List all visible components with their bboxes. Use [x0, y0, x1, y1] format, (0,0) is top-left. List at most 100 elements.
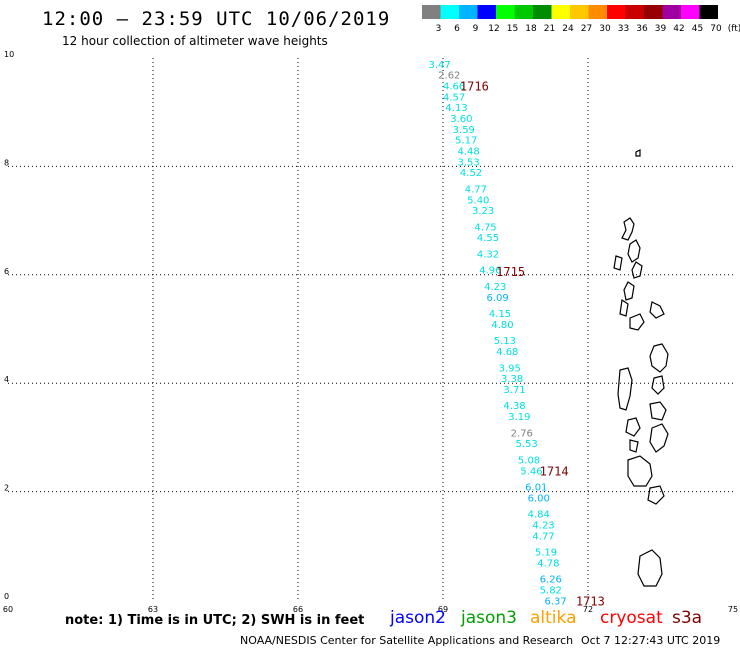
scale-swatch	[625, 5, 644, 19]
scale-label: 42	[673, 24, 684, 34]
swh-value-label: 6.09	[487, 293, 509, 304]
swh-value-label: 5.46	[520, 466, 542, 477]
island-outline	[649, 423, 669, 453]
swh-value-label: 3.59	[453, 125, 475, 136]
island-outline	[637, 549, 663, 587]
swh-value-label: 3.71	[503, 385, 525, 396]
scale-label: 70	[710, 24, 722, 34]
swh-value-label: 4.23	[484, 282, 506, 293]
swh-value-label: 2.62	[438, 71, 460, 82]
swh-value-label: 2.76	[511, 428, 533, 439]
swh-value-label: 4.23	[532, 520, 554, 531]
swh-value-label: 4.48	[458, 146, 480, 157]
swh-value-label: 4.80	[491, 320, 513, 331]
y-tick-label: 4	[4, 375, 9, 384]
swh-value-label: 6.37	[545, 596, 567, 607]
pass-id-label: 1716	[460, 80, 489, 94]
footer-timestamp: Oct 7 12:27:43 UTC 2019	[581, 634, 721, 647]
swh-value-label: 5.53	[516, 439, 538, 450]
coastline-outlines	[613, 149, 669, 587]
scale-label: 30	[599, 24, 611, 34]
island-outline	[627, 239, 641, 263]
swh-value-label: 3.47	[429, 60, 451, 71]
scale-swatch	[477, 5, 496, 19]
pass-id-label: 1715	[496, 265, 525, 279]
swh-value-label: 3.95	[499, 363, 521, 374]
scale-swatch	[514, 5, 533, 19]
island-outline	[651, 375, 665, 395]
scale-swatch	[662, 5, 681, 19]
scale-label: 18	[525, 24, 537, 34]
swh-value-label: 6.00	[528, 493, 550, 504]
swh-value-label: 5.19	[535, 548, 557, 559]
swh-value-label: 4.75	[474, 222, 496, 233]
pass-id-label: 1714	[540, 464, 569, 478]
scale-label: 27	[581, 24, 592, 34]
legend-jason2: jason2	[390, 608, 446, 628]
page-title: 12:00 — 23:59 UTC 10/06/2019	[42, 8, 391, 30]
island-outline	[629, 313, 645, 331]
scale-label: 6	[454, 24, 460, 34]
x-tick-label: 66	[293, 605, 303, 614]
swh-value-label: 5.40	[467, 195, 489, 206]
swh-value-label: 4.84	[528, 510, 550, 521]
x-tick-label: 60	[3, 605, 13, 614]
legend-altika: altika	[530, 608, 577, 628]
island-outline	[649, 401, 667, 421]
swh-value-label: 5.17	[455, 136, 477, 147]
x-tick-label: 72	[583, 605, 593, 614]
footer-source: NOAA/NESDIS Center for Satellite Applica…	[240, 634, 574, 647]
scale-label: 24	[562, 24, 574, 34]
swh-value-label: 6.01	[525, 483, 547, 494]
scale-swatch	[607, 5, 626, 19]
swh-value-label: 4.13	[445, 103, 467, 114]
legend-cryosat: cryosat	[600, 608, 663, 628]
island-outline	[617, 367, 633, 411]
swh-value-label: 4.55	[477, 233, 499, 244]
island-outline	[625, 417, 641, 437]
scale-label: 9	[473, 24, 479, 34]
swh-value-label: 5.13	[494, 336, 516, 347]
y-tick-label: 8	[4, 158, 9, 167]
swh-value-label: 3.19	[508, 412, 530, 423]
island-outline	[623, 281, 635, 301]
scale-swatch	[588, 5, 607, 19]
swh-value-label: 4.68	[496, 347, 518, 358]
scale-label: 39	[655, 24, 667, 34]
swh-value-label: 3.53	[458, 157, 480, 168]
swh-value-label: 5.82	[540, 585, 562, 596]
scale-label: 45	[692, 24, 703, 34]
scale-swatch	[644, 5, 663, 19]
scale-swatch	[440, 5, 459, 19]
legend-jason3: jason3	[461, 608, 517, 628]
swh-value-label: 5.08	[518, 455, 540, 466]
pass-id-label: 1713	[576, 594, 605, 608]
swh-value-label: 4.15	[489, 309, 511, 320]
swh-value-label: 6.26	[540, 575, 562, 586]
island-outline	[649, 343, 669, 373]
scale-swatch	[422, 5, 441, 19]
scale-swatch	[570, 5, 589, 19]
scale-swatch	[681, 5, 700, 19]
y-tick-label: 2	[4, 484, 9, 493]
swh-value-label: 4.38	[503, 401, 525, 412]
swh-value-label: 4.78	[537, 558, 559, 569]
x-tick-label: 75	[728, 605, 738, 614]
x-tick-label: 69	[438, 605, 448, 614]
y-tick-label: 6	[4, 267, 9, 276]
color-scale-bar: 3 6 9 12 15 18 21 24 27 30 33 36 39 42 45 70 (ft)	[422, 5, 740, 34]
island-outline	[631, 261, 643, 279]
island-outline	[635, 149, 641, 157]
swh-value-label: 4.52	[460, 168, 482, 179]
legend-s3a: s3a	[672, 608, 703, 628]
island-outline	[613, 255, 623, 271]
y-tick-label: 10	[4, 50, 14, 59]
scale-label: 12	[488, 24, 499, 34]
scale-label: 36	[636, 24, 648, 34]
swh-value-label: 4.57	[443, 92, 465, 103]
scale-label: 21	[544, 24, 555, 34]
note-text: note: 1) Time is in UTC; 2) SWH is in fe…	[65, 613, 365, 628]
island-outline	[621, 217, 635, 241]
scale-label: (ft)	[728, 24, 740, 34]
